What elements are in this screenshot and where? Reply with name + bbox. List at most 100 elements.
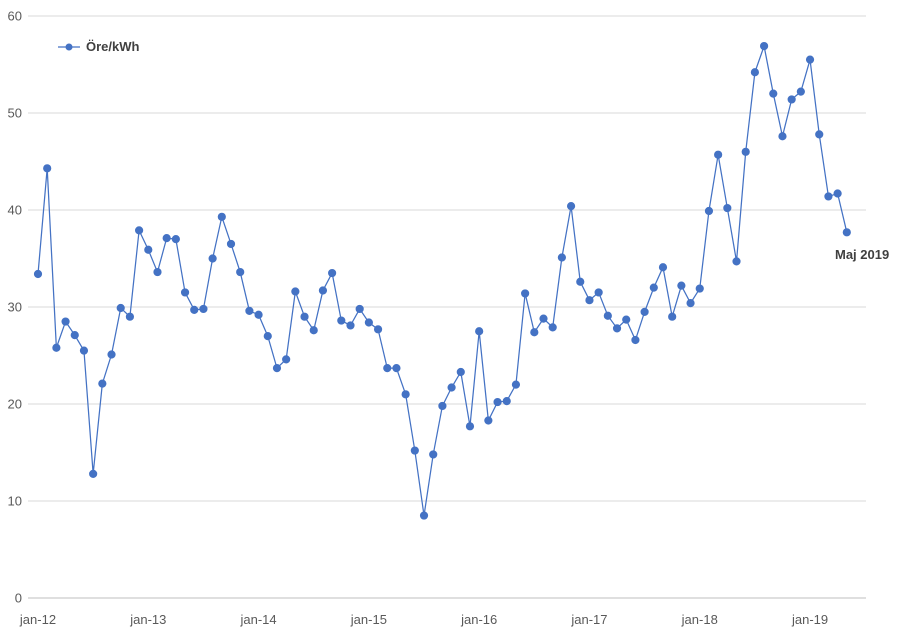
x-tick-label: jan-16 bbox=[460, 612, 497, 627]
x-tick-label: jan-12 bbox=[19, 612, 56, 627]
data-point bbox=[33, 269, 43, 279]
x-tick-label: jan-17 bbox=[570, 612, 607, 627]
data-point bbox=[300, 312, 309, 321]
legend-marker bbox=[65, 43, 73, 51]
data-point bbox=[162, 234, 171, 243]
x-tick-label: jan-18 bbox=[681, 612, 718, 627]
data-point bbox=[714, 150, 723, 159]
data-point bbox=[603, 311, 612, 320]
data-point bbox=[585, 296, 594, 305]
data-point bbox=[796, 87, 805, 96]
data-point bbox=[456, 367, 465, 377]
x-axis-tick-labels: jan-12 jan-13 jan-14 jan-15 jan-16 jan-17 jan-… bbox=[19, 612, 828, 627]
data-point bbox=[484, 416, 493, 425]
data-point bbox=[43, 164, 52, 173]
data-point bbox=[695, 284, 704, 293]
data-point bbox=[419, 511, 429, 520]
y-tick-label: 0 bbox=[15, 591, 22, 606]
data-point bbox=[52, 343, 61, 352]
data-point bbox=[521, 289, 530, 298]
data-point bbox=[89, 469, 98, 478]
data-point bbox=[190, 305, 199, 315]
data-point bbox=[346, 321, 355, 330]
data-point bbox=[778, 132, 787, 141]
data-point bbox=[732, 257, 741, 266]
data-point bbox=[217, 212, 226, 221]
data-point bbox=[557, 253, 566, 262]
data-point bbox=[254, 310, 263, 319]
data-point bbox=[410, 446, 419, 455]
x-tick-label: jan-19 bbox=[791, 612, 828, 627]
data-point bbox=[199, 304, 208, 314]
y-tick-label: 60 bbox=[8, 9, 22, 24]
data-point bbox=[576, 277, 585, 286]
data-point bbox=[750, 68, 759, 77]
series-line bbox=[37, 43, 848, 516]
data-point bbox=[153, 267, 162, 277]
last-point-annotation: Maj 2019 bbox=[835, 247, 889, 262]
data-point bbox=[208, 254, 217, 263]
data-point bbox=[180, 288, 190, 297]
data-point bbox=[723, 203, 732, 213]
gridlines bbox=[28, 15, 866, 599]
legend-label: Öre/kWh bbox=[86, 39, 140, 54]
data-point bbox=[245, 306, 254, 315]
data-point bbox=[125, 312, 135, 321]
data-point bbox=[236, 267, 245, 277]
data-point bbox=[594, 288, 603, 297]
data-point bbox=[668, 312, 677, 321]
y-tick-label: 30 bbox=[8, 300, 22, 315]
data-point bbox=[107, 350, 116, 359]
data-point bbox=[355, 304, 364, 314]
data-point bbox=[566, 202, 576, 211]
data-point bbox=[401, 390, 410, 399]
data-point bbox=[98, 379, 107, 388]
data-point bbox=[658, 263, 668, 272]
data-point bbox=[282, 355, 291, 364]
data-point bbox=[135, 226, 144, 235]
data-point bbox=[318, 286, 328, 295]
data-point bbox=[61, 317, 70, 326]
y-tick-label: 40 bbox=[8, 203, 22, 218]
data-point bbox=[70, 331, 79, 340]
data-point bbox=[116, 303, 125, 313]
data-point bbox=[429, 450, 438, 459]
data-point bbox=[833, 189, 842, 198]
data-point bbox=[815, 130, 824, 139]
data-point bbox=[741, 147, 750, 156]
data-point bbox=[337, 316, 346, 325]
data-point bbox=[530, 328, 539, 337]
data-point bbox=[79, 346, 89, 355]
data-point bbox=[328, 268, 337, 278]
data-point bbox=[612, 324, 622, 333]
legend: Öre/kWh bbox=[58, 39, 140, 54]
data-point bbox=[759, 41, 769, 51]
data-point bbox=[171, 235, 180, 244]
data-point bbox=[465, 422, 475, 431]
data-point bbox=[842, 228, 851, 237]
x-tick-label: jan-15 bbox=[350, 612, 387, 627]
series-points bbox=[33, 41, 851, 520]
data-point bbox=[447, 383, 456, 392]
data-point bbox=[263, 332, 272, 341]
data-point bbox=[291, 287, 300, 296]
data-point bbox=[787, 95, 796, 104]
data-point bbox=[631, 335, 640, 345]
data-point bbox=[539, 314, 548, 323]
data-point bbox=[309, 326, 318, 335]
data-point bbox=[493, 397, 502, 407]
data-point bbox=[686, 299, 695, 308]
data-point bbox=[704, 206, 714, 216]
data-point bbox=[677, 281, 686, 290]
data-point bbox=[364, 318, 373, 327]
data-point bbox=[226, 239, 236, 249]
data-point bbox=[805, 55, 815, 64]
data-point bbox=[548, 323, 557, 332]
data-point bbox=[622, 315, 631, 324]
data-point bbox=[502, 396, 511, 406]
data-point bbox=[272, 364, 282, 373]
data-point bbox=[144, 245, 153, 254]
x-tick-label: jan-13 bbox=[129, 612, 166, 627]
data-point bbox=[769, 89, 778, 98]
